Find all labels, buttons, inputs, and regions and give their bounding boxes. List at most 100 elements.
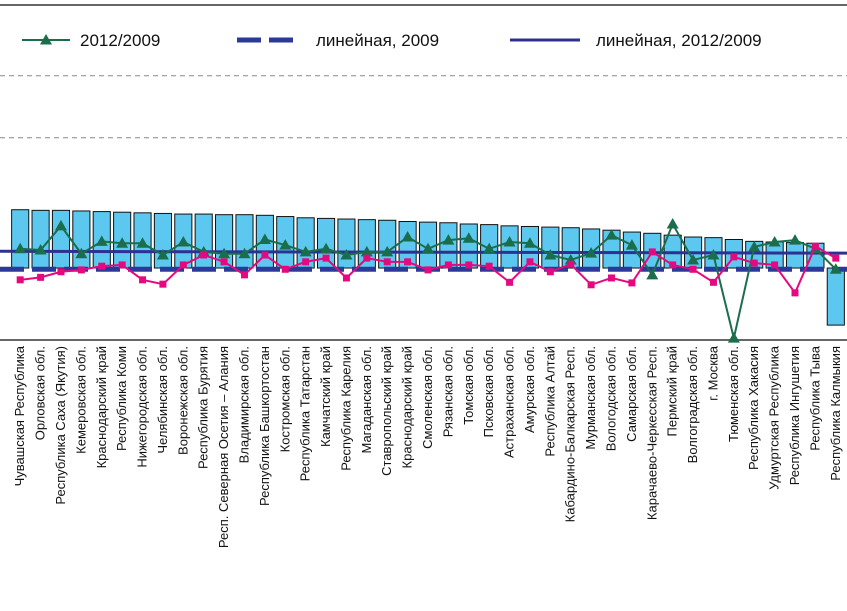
marker	[605, 229, 618, 240]
marker	[322, 254, 330, 262]
x-tick-label: Республика Тыва	[807, 345, 822, 451]
x-tick-label: Краснодарский край	[400, 346, 415, 468]
x-tick-label: Республика Бурятия	[196, 346, 211, 469]
marker	[625, 239, 638, 250]
bar	[153, 212, 172, 269]
x-tick-label: Самарская обл.	[624, 346, 639, 442]
bar	[51, 209, 71, 269]
marker	[829, 263, 842, 274]
marker	[628, 279, 636, 287]
marker	[462, 232, 475, 243]
marker	[832, 254, 840, 262]
marker	[381, 245, 394, 257]
x-tick-label: Владимирская обл.	[236, 346, 251, 463]
marker	[57, 268, 65, 276]
marker	[587, 281, 595, 289]
bar	[622, 231, 641, 269]
marker	[34, 244, 47, 255]
marker	[261, 251, 269, 259]
bar	[541, 226, 560, 269]
x-tick-label: Республика Татарстан	[298, 346, 313, 481]
marker	[526, 258, 534, 266]
x-tick-label: Смоленская обл.	[420, 346, 435, 449]
marker	[302, 258, 310, 266]
marker	[666, 217, 679, 229]
x-tick-label: Тюменская обл.	[726, 346, 741, 442]
x-tick-label: Вологодская обл.	[604, 346, 619, 451]
legend-label: линейная, 2012/2009	[596, 31, 762, 50]
x-tick-label: Волгоградская обл.	[685, 346, 700, 463]
marker	[342, 274, 350, 282]
bar	[235, 214, 254, 269]
marker	[16, 276, 24, 284]
marker	[159, 280, 167, 288]
x-tick-label: г. Москва	[705, 345, 720, 401]
marker	[707, 249, 720, 260]
bar	[439, 222, 458, 269]
x-tick-label: Республика Башкортостан	[257, 346, 272, 506]
marker	[279, 239, 292, 250]
marker	[404, 258, 412, 266]
marker	[54, 219, 67, 231]
marker	[687, 253, 700, 265]
legend-label: линейная, 2009	[316, 31, 439, 50]
marker	[139, 276, 147, 284]
x-tick-label: Республика Саха (Якутия)	[53, 346, 68, 505]
x-tick-label: Карачаево-Черкесская Респ.	[644, 346, 659, 520]
x-tick-label: Республика Ингушетия	[787, 346, 802, 485]
marker	[281, 265, 289, 273]
x-tick-label: Мурманская обл.	[583, 346, 598, 450]
marker	[75, 247, 88, 259]
marker	[689, 265, 697, 273]
marker	[789, 234, 802, 245]
x-tick-label: Республика Карелия	[338, 346, 353, 471]
marker	[383, 258, 391, 266]
marker	[220, 258, 228, 266]
x-tick-label: Кабардино-Балкарская Респ.	[563, 346, 578, 522]
bar	[785, 242, 805, 269]
marker	[811, 242, 819, 250]
x-tick-label: Республика Хакасия	[746, 346, 761, 470]
marker	[483, 242, 496, 254]
marker	[401, 231, 414, 242]
marker	[238, 247, 251, 259]
marker	[98, 262, 106, 270]
x-tick-label: Пермский край	[665, 346, 680, 436]
marker	[177, 235, 190, 247]
marker	[506, 278, 514, 286]
marker	[523, 237, 536, 248]
x-tick-label: Томская обл.	[461, 346, 476, 425]
marker	[422, 242, 434, 254]
marker	[546, 268, 554, 276]
marker	[299, 245, 312, 257]
marker	[748, 240, 761, 252]
marker	[608, 274, 616, 282]
x-tick-label: Республика Алтай	[542, 346, 557, 457]
marker	[648, 248, 656, 256]
marker	[465, 261, 473, 269]
x-tick-label: Челябинская обл.	[155, 346, 170, 454]
x-tick-label: Воронежская обл.	[175, 346, 190, 455]
marker	[14, 242, 27, 254]
legend-swatch	[40, 34, 52, 45]
marker	[200, 251, 208, 259]
x-tick-label: Краснодарский край	[94, 346, 109, 468]
marker	[360, 245, 373, 257]
x-tick-label: Чувашская Республика	[12, 345, 27, 486]
x-tick-label: Амурская обл.	[522, 346, 537, 433]
marker	[95, 235, 108, 246]
marker	[363, 254, 371, 262]
bar	[31, 209, 50, 269]
marker	[320, 242, 333, 254]
x-tick-label: Псковская обл.	[481, 346, 496, 437]
x-tick-label: Республика Калмыкия	[828, 346, 843, 481]
marker	[585, 247, 598, 258]
x-tick-label: Магаданская обл.	[359, 346, 374, 454]
marker	[340, 249, 353, 260]
marker	[442, 234, 455, 245]
x-tick-label: Нижегородская обл.	[135, 346, 150, 468]
marker	[118, 261, 126, 269]
marker	[444, 261, 452, 269]
bar	[11, 209, 30, 269]
